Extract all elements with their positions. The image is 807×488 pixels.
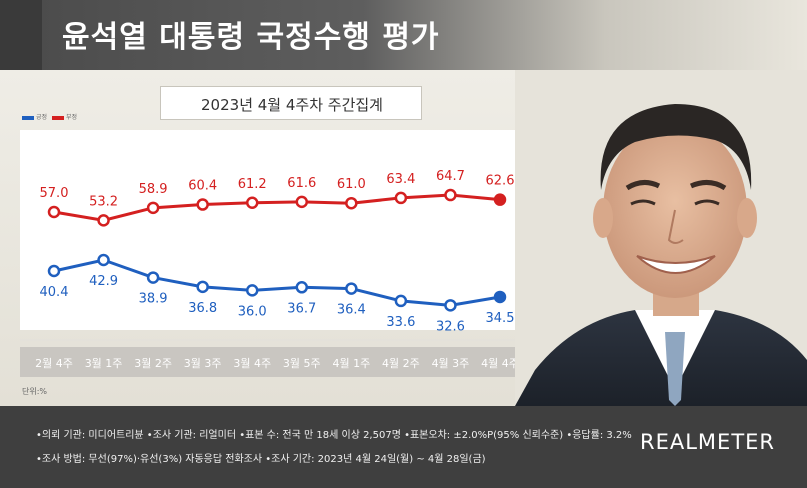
- data-label-positive: 36.4: [337, 303, 366, 318]
- data-point-positive: [196, 280, 209, 294]
- x-axis-bar: [20, 347, 572, 377]
- page-title: 윤석열 대통령 국정수행 평가: [62, 20, 440, 55]
- data-label-negative: 63.4: [386, 172, 415, 187]
- data-point-positive: [245, 284, 259, 297]
- legend-label-positive: 긍정: [36, 114, 48, 121]
- data-label-positive: 36.0: [238, 304, 267, 319]
- data-label-positive: 36.7: [287, 301, 316, 316]
- data-label-negative: 53.2: [89, 194, 118, 209]
- legend-swatch-negative: [51, 115, 64, 120]
- unit-label: 단위:%: [22, 387, 48, 396]
- realmeter-logo: REALMETER: [640, 430, 775, 454]
- data-label-negative: 64.7: [436, 169, 465, 184]
- data-point-negative: [47, 205, 61, 219]
- president-portrait: [515, 70, 807, 406]
- chart-subtitle: 2023년 4월 4주차 주간집계: [201, 96, 383, 114]
- data-label-negative: 61.2: [238, 177, 267, 192]
- data-point-negative: [444, 188, 457, 202]
- data-point-positive: [394, 294, 408, 308]
- survey-info-line1: •의뢰 기관: 미디어트리뷴 •조사 기관: 리얼미터 •표본 수: 전국 만 …: [36, 430, 632, 441]
- data-label-positive: 38.9: [139, 292, 168, 307]
- data-label-positive: 42.9: [89, 274, 118, 289]
- data-point-negative: [345, 196, 358, 210]
- data-point-negative: [394, 191, 408, 205]
- x-tick-label: 3월 1주: [85, 357, 123, 370]
- x-tick-label: 3월 5주: [283, 357, 321, 370]
- data-point-positive: [345, 282, 358, 295]
- data-label-positive: 33.6: [386, 315, 415, 330]
- x-tick-label: 4월 4주: [481, 357, 519, 370]
- data-point-negative: [493, 193, 507, 206]
- title-accent: [0, 0, 42, 70]
- legend: 긍정 부정: [22, 112, 77, 121]
- portrait-illustration: [515, 70, 807, 406]
- data-label-negative: 61.6: [287, 176, 316, 191]
- x-tick-label: 4월 3주: [432, 357, 470, 370]
- data-point-negative: [295, 195, 309, 209]
- series-line-positive: [53, 258, 501, 307]
- legend-label-negative: 부정: [65, 114, 78, 121]
- data-point-negative: [97, 214, 110, 227]
- x-tick-label: 3월 4주: [233, 357, 271, 370]
- subtitle-box: 2023년 4월 4주차 주간집계: [160, 86, 422, 120]
- data-point-positive: [444, 299, 457, 312]
- title-bar: 윤석열 대통령 국정수행 평가: [0, 0, 807, 70]
- x-tick-label: 3월 2주: [134, 357, 172, 370]
- data-label-negative: 60.4: [188, 179, 217, 194]
- data-point-negative: [146, 201, 160, 215]
- data-label-negative: 58.9: [139, 182, 168, 197]
- data-point-positive: [493, 290, 507, 304]
- x-tick-label: 2월 4주: [35, 357, 73, 370]
- x-tick-label: 3월 3주: [184, 357, 222, 370]
- data-point-negative: [245, 196, 259, 210]
- data-point-negative: [196, 198, 209, 211]
- data-label-negative: 57.0: [40, 186, 69, 201]
- data-label-positive: 36.8: [188, 301, 217, 316]
- data-label-negative: 61.0: [337, 177, 366, 192]
- series-line-negative: [53, 193, 501, 222]
- data-point-positive: [146, 271, 160, 284]
- plot-area: [20, 130, 572, 330]
- footer: [0, 406, 807, 488]
- data-label-positive: 40.4: [40, 285, 69, 300]
- data-point-positive: [47, 264, 61, 278]
- data-label-positive: 34.5: [486, 311, 515, 326]
- survey-info-line2: •조사 방법: 무선(97%)·유선(3%) 자동응답 전화조사 •조사 기간:…: [36, 454, 486, 465]
- data-point-positive: [97, 253, 110, 267]
- data-label-negative: 62.6: [486, 174, 515, 189]
- x-tick-label: 4월 1주: [332, 357, 370, 370]
- legend-swatch-positive: [22, 115, 34, 120]
- data-label-positive: 32.6: [436, 319, 465, 334]
- data-point-positive: [295, 281, 309, 294]
- x-tick-label: 4월 2주: [382, 357, 420, 370]
